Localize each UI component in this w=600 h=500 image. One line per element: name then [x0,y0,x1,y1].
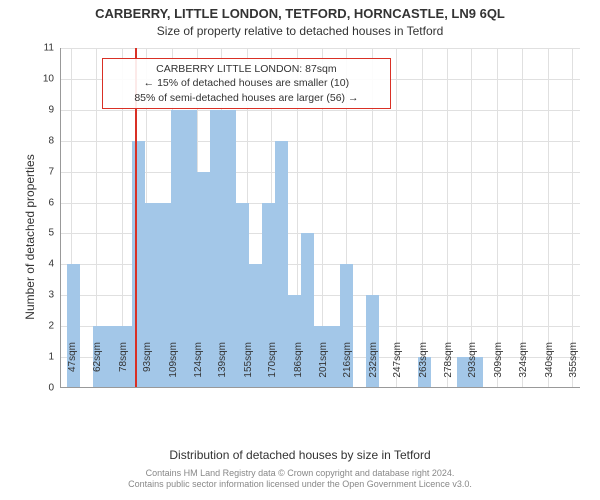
y-tick-label: 1 [48,352,54,363]
y-tick-label: 2 [48,321,54,332]
footer-line-1: Contains HM Land Registry data © Crown c… [146,468,455,478]
x-axis-label: Distribution of detached houses by size … [0,448,600,462]
footer-attribution: Contains HM Land Registry data © Crown c… [0,468,600,491]
plot-area: CARBERRY LITTLE LONDON: 87sqm← 15% of de… [60,48,580,388]
y-tick-label: 11 [44,43,54,54]
y-ticks: 01234567891011 [60,48,580,388]
y-tick-label: 5 [48,228,54,239]
chart-title: CARBERRY, LITTLE LONDON, TETFORD, HORNCA… [0,6,600,21]
y-axis-label: Number of detached properties [23,137,37,337]
y-tick-label: 9 [48,104,54,115]
y-tick-label: 6 [48,197,54,208]
footer-line-2: Contains public sector information licen… [128,479,472,489]
y-tick-label: 7 [48,166,54,177]
y-tick-label: 10 [43,73,54,84]
y-tick-label: 0 [48,383,54,394]
y-tick-label: 8 [48,135,54,146]
y-tick-label: 3 [48,290,54,301]
chart-subtitle: Size of property relative to detached ho… [0,24,600,38]
chart-container: CARBERRY, LITTLE LONDON, TETFORD, HORNCA… [0,0,600,500]
y-tick-label: 4 [48,259,54,270]
